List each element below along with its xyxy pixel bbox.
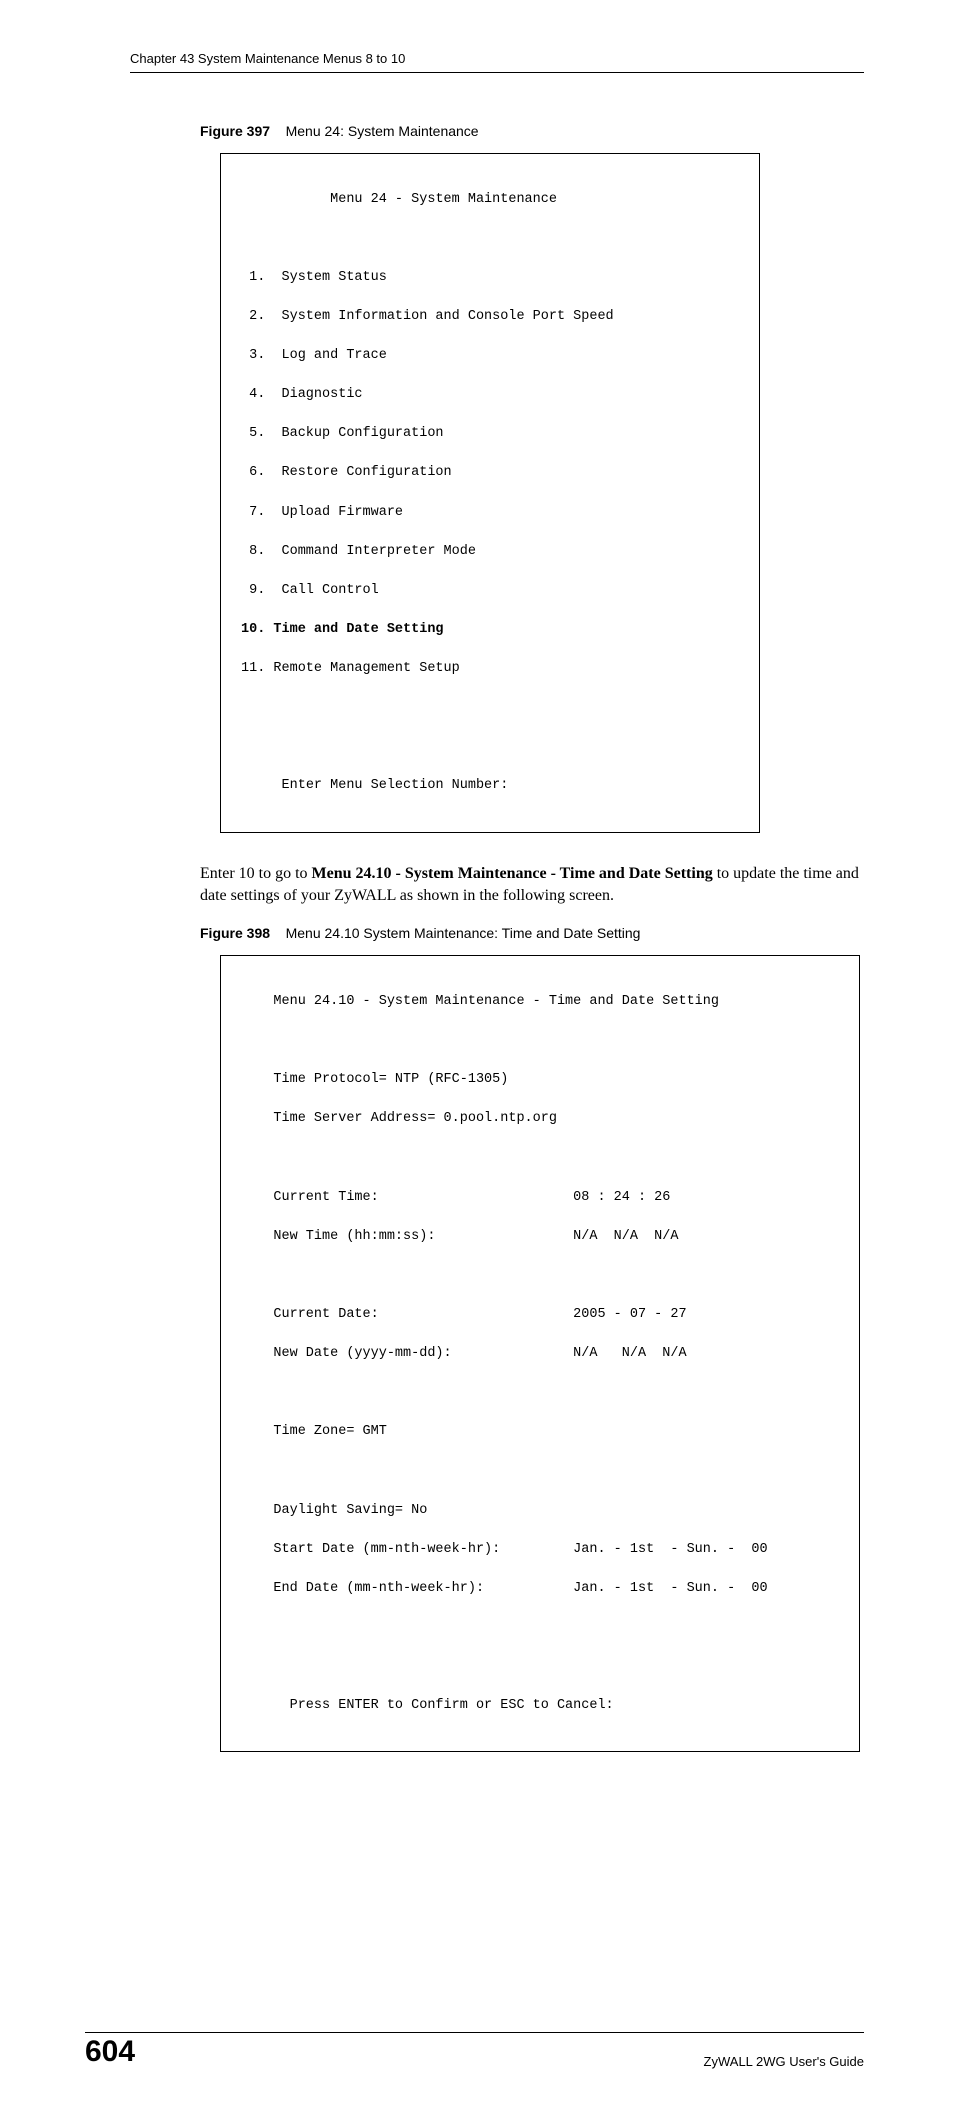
fig2-l4: New Time (hh:mm:ss): N/A N/A N/A <box>273 1229 678 1244</box>
fig2-l9: Start Date (mm-nth-week-hr): Jan. - 1st … <box>273 1542 767 1557</box>
fig2-l5: Current Date: 2005 - 07 - 27 <box>273 1307 686 1322</box>
guide-name: ZyWALL 2WG User's Guide <box>704 2054 864 2069</box>
figure2-caption: Figure 398 Menu 24.10 System Maintenance… <box>200 925 864 941</box>
page: Chapter 43 System Maintenance Menus 8 to… <box>0 0 954 2109</box>
menu-item-selected: 10. Time and Date Setting <box>241 620 739 640</box>
figure1-menu-title: Menu 24 - System Maintenance <box>330 192 557 207</box>
fig2-l6: New Date (yyyy-mm-dd): N/A N/A N/A <box>273 1346 686 1361</box>
menu-item: 5. Backup Configuration <box>241 424 739 444</box>
menu-item: 9. Call Control <box>241 581 739 601</box>
para-part1: Enter 10 to go to <box>200 865 312 882</box>
blank-line <box>241 1461 839 1481</box>
para-bold: Menu 24.10 - System Maintenance - Time a… <box>312 865 713 882</box>
figure1-caption: Figure 397 Menu 24: System Maintenance <box>200 123 864 139</box>
blank-line <box>241 229 739 249</box>
figure2-box: Menu 24.10 - System Maintenance - Time a… <box>220 955 860 1752</box>
menu-item: 3. Log and Trace <box>241 346 739 366</box>
chapter-title: Chapter 43 System Maintenance Menus 8 to… <box>130 51 405 66</box>
figure2-label: Figure 398 <box>200 925 270 941</box>
figure2-title-line: Menu 24.10 - System Maintenance - Time a… <box>241 992 839 1012</box>
fig2-l7: Time Zone= GMT <box>273 1424 386 1439</box>
figure2-line: Time Server Address= 0.pool.ntp.org <box>241 1109 839 1129</box>
menu-item: 2. System Information and Console Port S… <box>241 307 739 327</box>
blank-line <box>241 1148 839 1168</box>
blank-line <box>241 1383 839 1403</box>
figure1-box: Menu 24 - System Maintenance 1. System S… <box>220 153 760 833</box>
blank-line <box>241 1031 839 1051</box>
blank-line <box>241 1657 839 1677</box>
blank-line <box>241 1266 839 1286</box>
page-header: Chapter 43 System Maintenance Menus 8 to… <box>130 50 864 73</box>
page-footer: 604 ZyWALL 2WG User's Guide <box>85 2032 864 2069</box>
menu-item: 7. Upload Firmware <box>241 503 739 523</box>
menu-item: 6. Restore Configuration <box>241 463 739 483</box>
figure1-prompt: Enter Menu Selection Number: <box>282 778 509 793</box>
figure2-line: New Time (hh:mm:ss): N/A N/A N/A <box>241 1227 839 1247</box>
fig2-l3: Current Time: 08 : 24 : 26 <box>273 1190 670 1205</box>
figure2-line: End Date (mm-nth-week-hr): Jan. - 1st - … <box>241 1579 839 1599</box>
figure2-prompt: Press ENTER to Confirm or ESC to Cancel: <box>290 1698 614 1713</box>
figure2-line: Daylight Saving= No <box>241 1501 839 1521</box>
figure2-line: New Date (yyyy-mm-dd): N/A N/A N/A <box>241 1344 839 1364</box>
blank-line <box>241 698 739 718</box>
figure2-prompt-line: Press ENTER to Confirm or ESC to Cancel: <box>241 1696 839 1716</box>
figure2-line: Current Date: 2005 - 07 - 27 <box>241 1305 839 1325</box>
menu-item: 4. Diagnostic <box>241 385 739 405</box>
menu-item: 11. Remote Management Setup <box>241 659 739 679</box>
body-paragraph: Enter 10 to go to Menu 24.10 - System Ma… <box>200 863 864 908</box>
figure1-caption-body: Menu 24: System Maintenance <box>286 123 479 139</box>
figure2-caption-body: Menu 24.10 System Maintenance: Time and … <box>286 925 641 941</box>
figure1-label: Figure 397 <box>200 123 270 139</box>
blank-line <box>241 1618 839 1638</box>
figure2-line: Time Protocol= NTP (RFC-1305) <box>241 1070 839 1090</box>
figure2-caption-text <box>274 925 286 941</box>
fig2-l10: End Date (mm-nth-week-hr): Jan. - 1st - … <box>273 1581 767 1596</box>
figure2-menu-title: Menu 24.10 - System Maintenance - Time a… <box>273 994 719 1009</box>
figure2-line: Current Time: 08 : 24 : 26 <box>241 1188 839 1208</box>
blank-line <box>241 737 739 757</box>
figure2-line: Time Zone= GMT <box>241 1422 839 1442</box>
fig2-l1: Time Protocol= NTP (RFC-1305) <box>273 1072 508 1087</box>
figure1-title-line: Menu 24 - System Maintenance <box>241 190 739 210</box>
figure2-line: Start Date (mm-nth-week-hr): Jan. - 1st … <box>241 1540 839 1560</box>
page-number: 604 <box>85 2035 135 2069</box>
figure1-prompt-line: Enter Menu Selection Number: <box>241 776 739 796</box>
fig2-l2: Time Server Address= 0.pool.ntp.org <box>273 1111 557 1126</box>
figure1-caption-text <box>274 123 286 139</box>
fig2-l8: Daylight Saving= No <box>273 1503 427 1518</box>
menu-item: 1. System Status <box>241 268 739 288</box>
menu-item: 8. Command Interpreter Mode <box>241 542 739 562</box>
